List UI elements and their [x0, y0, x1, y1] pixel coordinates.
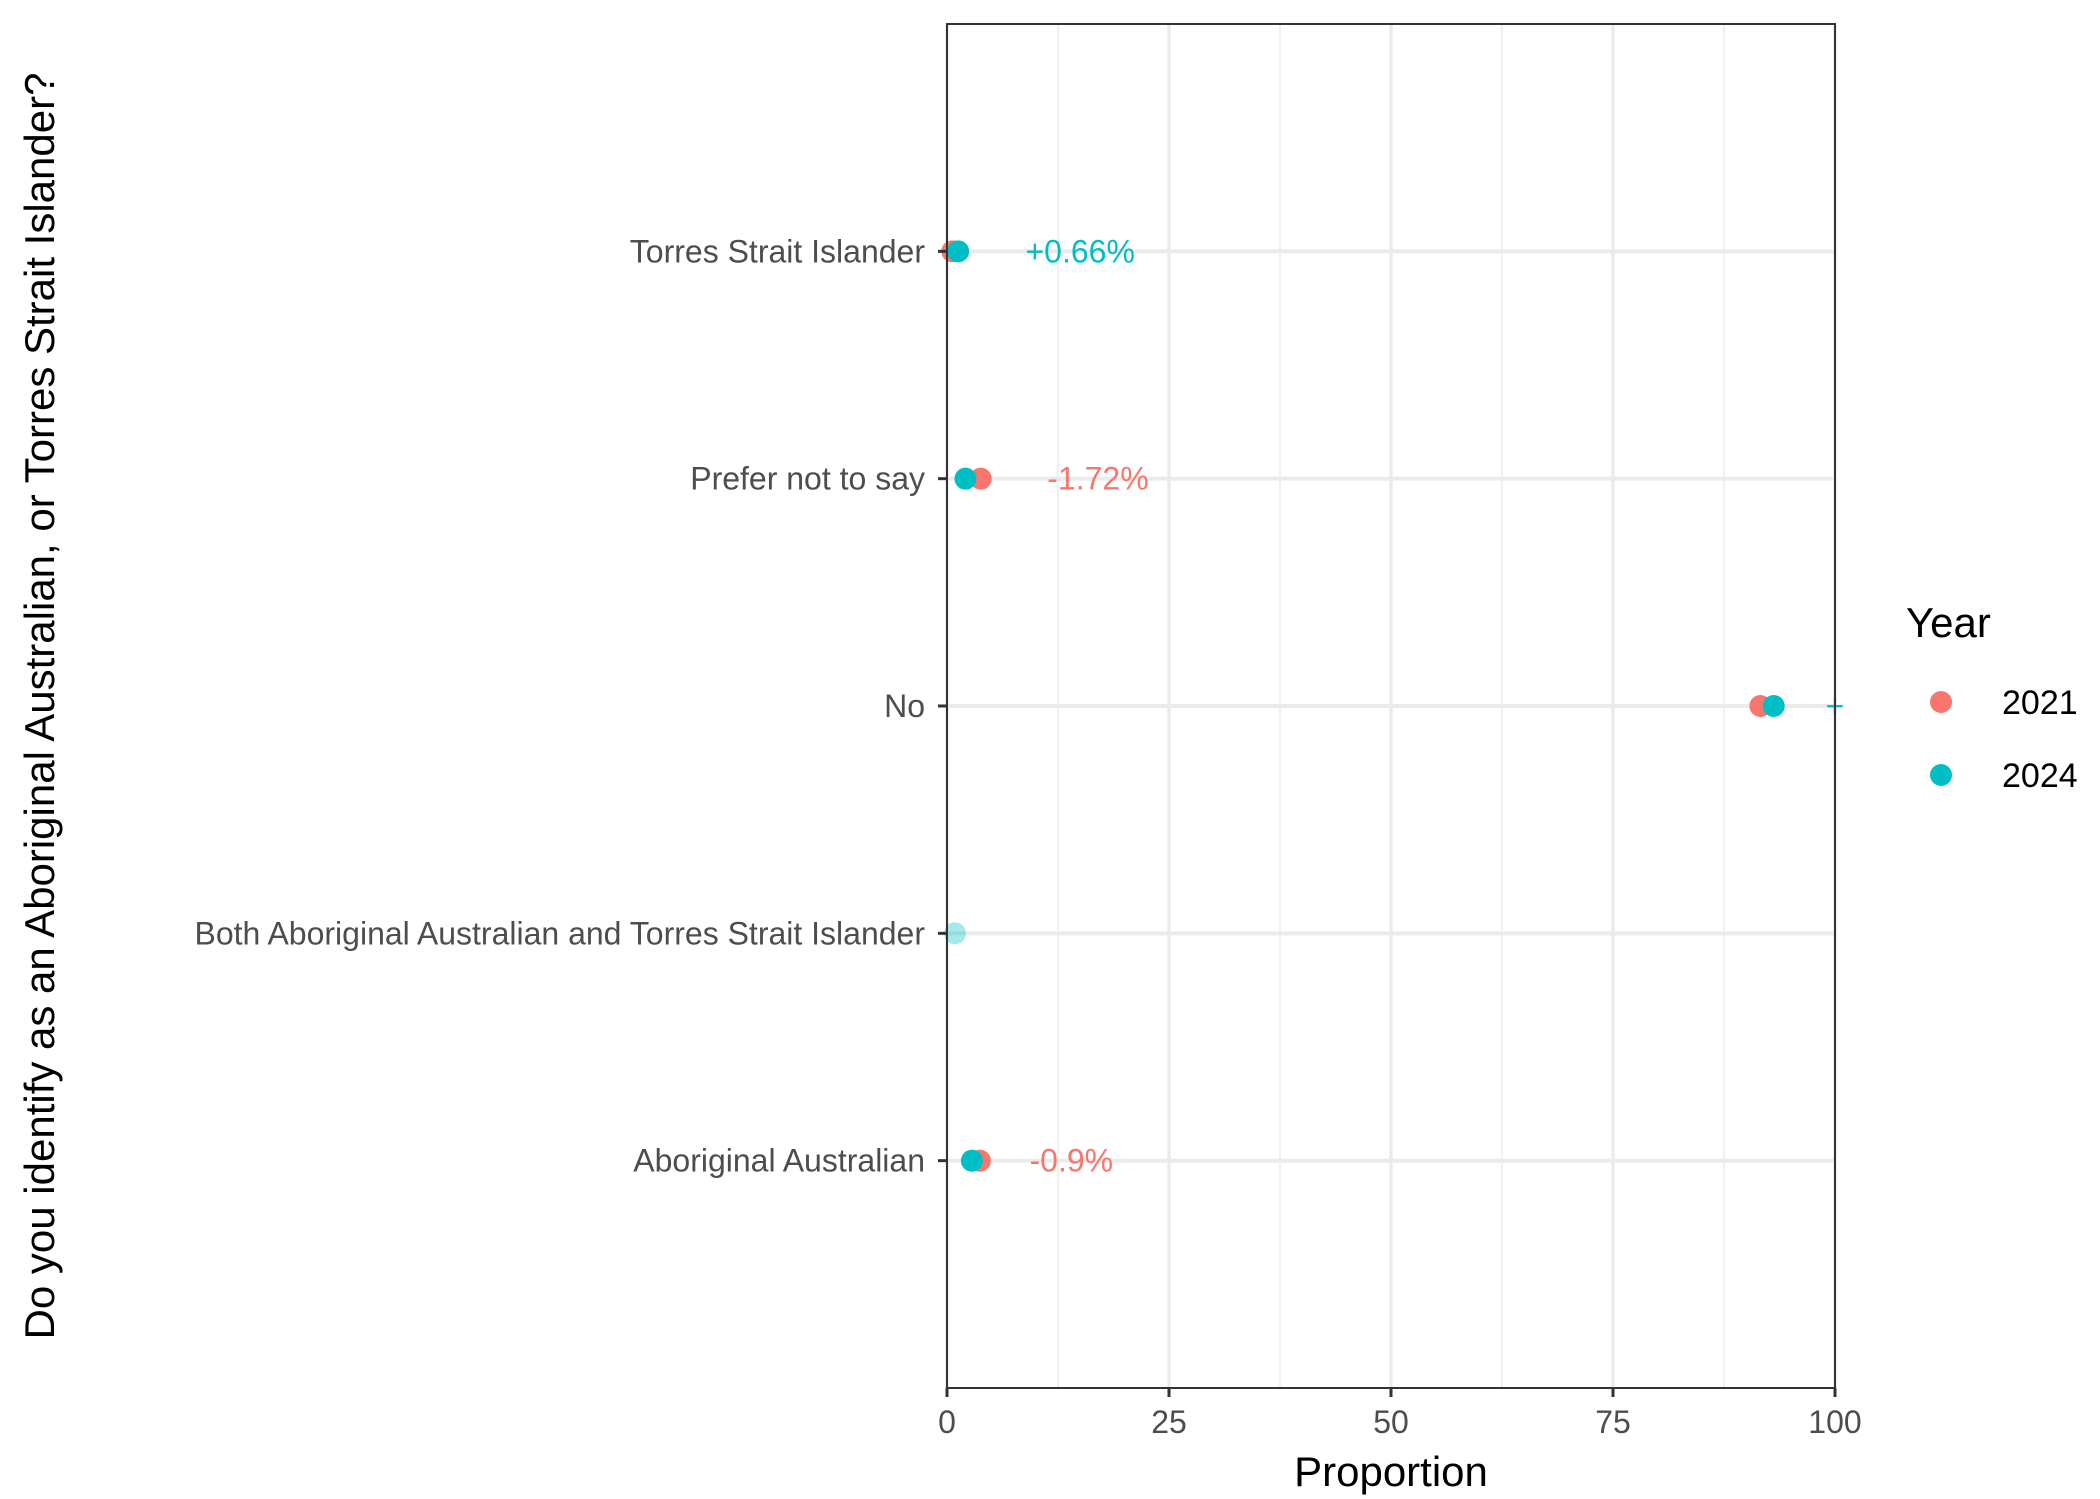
- legend-items: 2021 2024: [1930, 684, 2078, 795]
- x-tick-label: 0: [938, 1404, 956, 1440]
- y-tick-label: Both Aboriginal Australian and Torres St…: [195, 915, 926, 951]
- legend-key-2021: [1930, 691, 1952, 713]
- data-points: [941, 240, 1785, 1172]
- legend-label: 2021: [2002, 684, 2078, 722]
- data-point-2021: [969, 467, 992, 490]
- x-axis-title: Proportion: [1294, 1448, 1488, 1495]
- difference-label: +0.66%: [1025, 233, 1134, 269]
- y-tick-label: No: [884, 688, 925, 724]
- difference-label: -1.72%: [1047, 461, 1148, 497]
- difference-labels: +0.66%-1.72%+-0.9%: [1025, 233, 1844, 1178]
- x-tick-label: 50: [1373, 1404, 1409, 1440]
- y-axis-title: Do you identify as an Aboriginal Austral…: [16, 73, 63, 1340]
- data-point-2024: [954, 467, 977, 490]
- y-tick-label: Prefer not to say: [690, 461, 925, 497]
- x-tick-label: 100: [1808, 1404, 1861, 1440]
- y-tick-label: Torres Strait Islander: [630, 233, 926, 269]
- y-axis: Torres Strait Islander Prefer not to say N…: [195, 233, 947, 1179]
- legend-title: Year: [1906, 599, 1991, 646]
- data-point-2024: [943, 922, 966, 945]
- legend: Year 2021 2024: [1906, 599, 2078, 795]
- x-axis: 0 25 50 75 100: [938, 1388, 1862, 1440]
- data-point-2024: [947, 240, 970, 263]
- difference-label: -0.9%: [1030, 1143, 1114, 1179]
- legend-key-2024: [1930, 764, 1952, 786]
- x-tick-label: 25: [1151, 1404, 1187, 1440]
- data-point-2024: [960, 1149, 983, 1172]
- legend-label: 2024: [2002, 757, 2078, 795]
- data-point-2024: [1762, 695, 1785, 717]
- y-tick-label: Aboriginal Australian: [633, 1143, 925, 1179]
- x-tick-label: 75: [1595, 1404, 1631, 1440]
